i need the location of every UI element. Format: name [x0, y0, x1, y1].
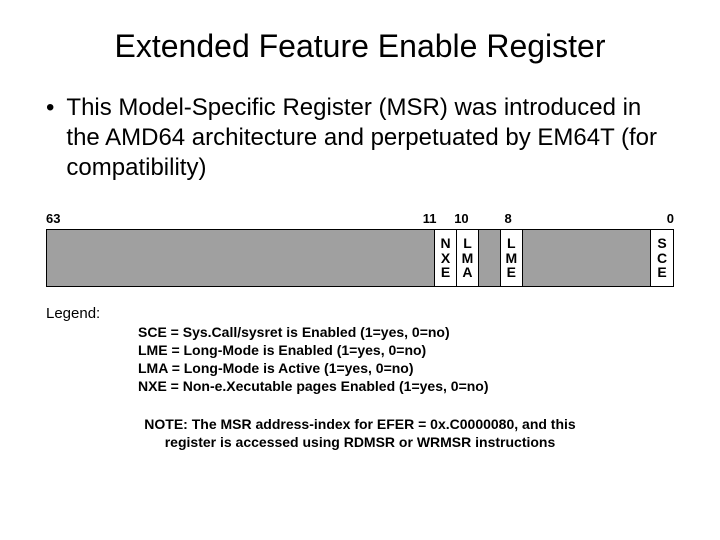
bullet-dot: • [46, 93, 54, 183]
bullet-text: This Model-Specific Register (MSR) was i… [66, 93, 680, 183]
bit-label-0: 0 [667, 211, 674, 226]
field-reserved-9 [479, 230, 501, 286]
legend-line-1: LME = Long-Mode is Enabled (1=yes, 0=no) [138, 342, 680, 360]
field-reserved-63-12 [47, 230, 435, 286]
bit-label-8: 8 [504, 211, 511, 226]
note-text: NOTE: The MSR address-index for EFER = 0… [120, 416, 600, 452]
legend-line-0: SCE = Sys.Call/sysret is Enabled (1=yes,… [138, 324, 680, 342]
page-title: Extended Feature Enable Register [40, 28, 680, 65]
legend-line-3: NXE = Non-e.Xecutable pages Enabled (1=y… [138, 378, 680, 396]
bullet-item: • This Model-Specific Register (MSR) was… [46, 93, 680, 183]
field-reserved-7-1 [523, 230, 651, 286]
field-lma: LMA [457, 230, 479, 286]
field-lme: LME [501, 230, 523, 286]
bit-index-row: 63 11 10 8 0 [46, 211, 674, 229]
register-fields: NXELMA LME SCE [46, 229, 674, 287]
bit-label-10: 10 [454, 211, 468, 226]
register-diagram: 63 11 10 8 0 NXELMA LME SCE [46, 211, 674, 287]
field-sce: SCE [651, 230, 673, 286]
bit-label-11: 11 [423, 211, 437, 226]
bit-label-63: 63 [46, 211, 60, 226]
legend-lines: SCE = Sys.Call/sysret is Enabled (1=yes,… [138, 324, 680, 396]
legend-heading: Legend: [46, 305, 680, 322]
bullet-list: • This Model-Specific Register (MSR) was… [46, 93, 680, 183]
field-nxe: NXE [435, 230, 457, 286]
legend-line-2: LMA = Long-Mode is Active (1=yes, 0=no) [138, 360, 680, 378]
